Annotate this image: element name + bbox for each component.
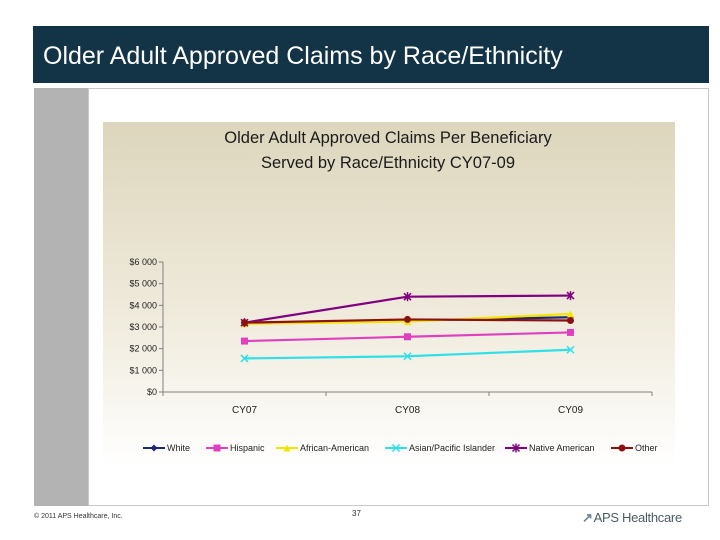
legend-item-native-american: Native American bbox=[505, 443, 595, 453]
y-tick-label: $3 000 bbox=[129, 322, 157, 332]
legend-item-hispanic: Hispanic bbox=[206, 443, 265, 453]
data-point-african-american bbox=[567, 310, 574, 318]
chart-title-line-2: Served by Race/Ethnicity CY07-09 bbox=[261, 154, 515, 172]
y-tick-label: $5 000 bbox=[129, 279, 157, 289]
x-axis: CY07 CY08 CY09 bbox=[162, 391, 653, 416]
chart-title-line-1: Older Adult Approved Claims Per Benefici… bbox=[224, 129, 552, 147]
legend-label-hispanic: Hispanic bbox=[230, 443, 265, 453]
data-point-hispanic bbox=[567, 328, 574, 336]
content-frame bbox=[88, 88, 709, 506]
aps-logo-icon: ↗ bbox=[582, 510, 593, 525]
legend-label-white: White bbox=[167, 443, 190, 453]
legend-label-other: Other bbox=[635, 443, 658, 453]
data-point-native-american bbox=[403, 292, 412, 302]
legend-marker-hispanic bbox=[213, 444, 221, 452]
x-tick-label: CY07 bbox=[232, 405, 257, 416]
series-layer bbox=[240, 291, 575, 363]
y-tick-label: $6 000 bbox=[129, 257, 157, 267]
data-point-hispanic bbox=[241, 337, 248, 345]
series-other bbox=[241, 315, 574, 327]
data-point-asian-pacific-islander bbox=[403, 352, 412, 361]
chart-background bbox=[103, 122, 675, 467]
legend-marker-native-american bbox=[511, 443, 521, 453]
y-tick-label: $2 000 bbox=[129, 344, 157, 354]
legend: White Hispanic African-American Asian/Pacif… bbox=[143, 443, 658, 453]
legend-marker-other bbox=[618, 444, 626, 452]
legend-label-african-american: African-American bbox=[300, 443, 369, 453]
y-axis: $0 $1 000 $2 000 $3 000 $4 000 $5 000 $6 000 bbox=[129, 257, 164, 397]
slide-title: Older Adult Approved Claims by Race/Ethn… bbox=[43, 42, 563, 70]
data-point-other bbox=[567, 317, 574, 324]
legend-item-african-american: African-American bbox=[276, 443, 369, 453]
legend-marker-african-american bbox=[283, 444, 291, 452]
title-bar: Older Adult Approved Claims by Race/Ethn… bbox=[33, 26, 709, 83]
legend-label-native-american: Native American bbox=[529, 443, 595, 453]
legend-marker-white bbox=[150, 444, 158, 452]
legend-item-asian-pacific-islander: Asian/Pacific Islander bbox=[385, 443, 495, 453]
data-point-other bbox=[404, 315, 411, 323]
legend-item-white: White bbox=[143, 443, 190, 453]
copyright-footer: © 2011 APS Healthcare, Inc. bbox=[34, 513, 123, 520]
aps-logo: ↗APS Healthcare bbox=[582, 510, 682, 526]
legend-item-other: Other bbox=[611, 443, 658, 453]
data-point-hispanic bbox=[404, 333, 411, 341]
page-number: 37 bbox=[352, 509, 361, 518]
y-tick-label: $0 bbox=[147, 387, 157, 397]
legend-label-asian-pacific-islander: Asian/Pacific Islander bbox=[409, 443, 495, 453]
aps-logo-text: APS Healthcare bbox=[593, 510, 683, 525]
legend-marker-asian-pacific-islander bbox=[391, 443, 401, 453]
series-hispanic bbox=[241, 328, 574, 345]
x-tick-label: CY08 bbox=[395, 405, 420, 416]
data-point-asian-pacific-islander bbox=[240, 354, 249, 363]
y-tick-label: $1 000 bbox=[129, 365, 157, 375]
x-tick-label: CY09 bbox=[558, 405, 583, 416]
left-band bbox=[34, 88, 88, 506]
data-point-native-american bbox=[566, 291, 575, 301]
series-asian-pacific-islander bbox=[240, 345, 575, 363]
data-point-other bbox=[241, 319, 248, 327]
data-point-asian-pacific-islander bbox=[566, 345, 575, 354]
y-tick-label: $4 000 bbox=[129, 300, 157, 310]
